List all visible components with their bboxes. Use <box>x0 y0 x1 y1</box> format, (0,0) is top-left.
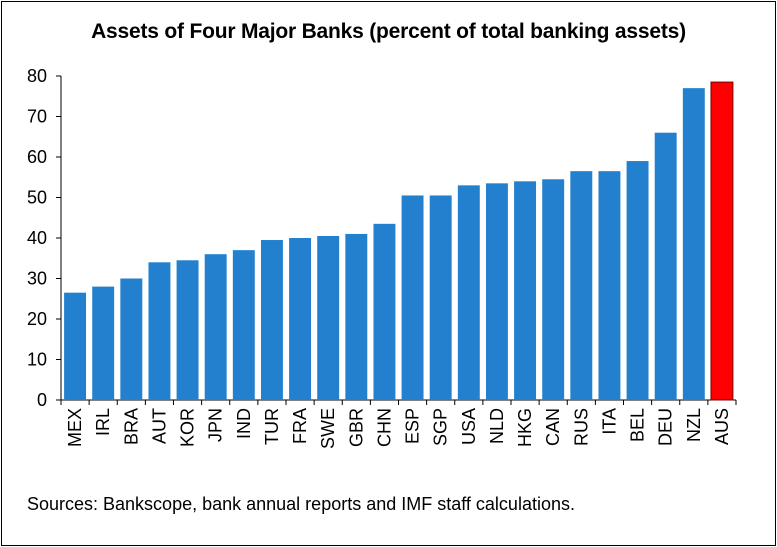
bar-ita <box>598 171 621 400</box>
bar-ind <box>232 250 255 400</box>
x-tick-label: SGP <box>431 408 451 446</box>
chart-title: Assets of Four Major Banks (percent of t… <box>91 20 686 43</box>
bar-aus <box>710 81 734 401</box>
x-tick-label: RUS <box>571 408 591 446</box>
x-tick-label: SWE <box>318 408 338 449</box>
bar-fra <box>289 238 312 400</box>
y-tick-label: 60 <box>27 147 47 167</box>
x-tick-label: AUS <box>712 408 732 445</box>
x-tick-label: FRA <box>290 408 310 444</box>
bar-hkg <box>514 181 537 400</box>
y-tick-label: 80 <box>27 66 47 86</box>
y-axis: 0 10 20 30 40 50 60 70 80 <box>27 66 737 410</box>
bars <box>64 81 734 401</box>
x-tick-label: HKG <box>515 408 535 447</box>
x-tick-label: AUT <box>149 408 169 444</box>
x-tick-label: NZL <box>684 408 704 442</box>
bar-can <box>542 179 565 400</box>
bar-gbr <box>345 233 368 400</box>
x-tick-label: MEX <box>65 408 85 447</box>
x-tick-label: GBR <box>346 408 366 447</box>
x-tick-label: ITA <box>599 408 619 435</box>
y-tick-label: 20 <box>27 309 47 329</box>
y-tick-label: 30 <box>27 269 47 289</box>
bar-chn <box>373 223 396 400</box>
bar-nld <box>485 183 508 400</box>
x-tick-label: KOR <box>178 408 198 447</box>
y-tick-label: 50 <box>27 188 47 208</box>
bar-usa <box>457 185 480 400</box>
bar-esp <box>401 195 424 400</box>
y-tick-label: 70 <box>27 107 47 127</box>
x-tick-label: IND <box>234 408 254 439</box>
bar-bel <box>626 161 649 400</box>
bar-deu <box>654 132 677 400</box>
x-tick-label: JPN <box>206 408 226 442</box>
bar-aut <box>148 262 171 400</box>
x-tick-label: CAN <box>543 408 563 446</box>
x-tick-label: ESP <box>403 408 423 444</box>
y-tick-label: 0 <box>37 390 47 410</box>
x-tick-label: NLD <box>487 408 507 444</box>
x-tick-label: BEL <box>628 408 648 442</box>
y-tick-label: 10 <box>27 350 47 370</box>
x-tick-label: TUR <box>262 408 282 445</box>
bar-rus <box>570 171 593 400</box>
bar-kor <box>176 260 199 400</box>
bar-tur <box>260 240 283 400</box>
x-tick-label: USA <box>459 408 479 445</box>
bar-irl <box>92 286 115 400</box>
bar-jpn <box>204 254 227 400</box>
bar-sgp <box>429 195 452 400</box>
x-tick-label: IRL <box>93 408 113 436</box>
x-tick-label: CHN <box>374 408 394 447</box>
bar-nzl <box>682 88 705 401</box>
x-axis-labels: MEX IRL BRA AUT KOR JPN IND TUR FRA SWE GBR CHN ESP S… <box>65 408 732 449</box>
bar-bra <box>120 278 143 400</box>
y-tick-label: 40 <box>27 228 47 248</box>
bar-mex <box>64 292 87 400</box>
source-note: Sources: Bankscope, bank annual reports … <box>27 494 575 514</box>
bar-swe <box>317 235 340 400</box>
x-tick-label: BRA <box>121 408 141 445</box>
x-tick-label: DEU <box>656 408 676 446</box>
